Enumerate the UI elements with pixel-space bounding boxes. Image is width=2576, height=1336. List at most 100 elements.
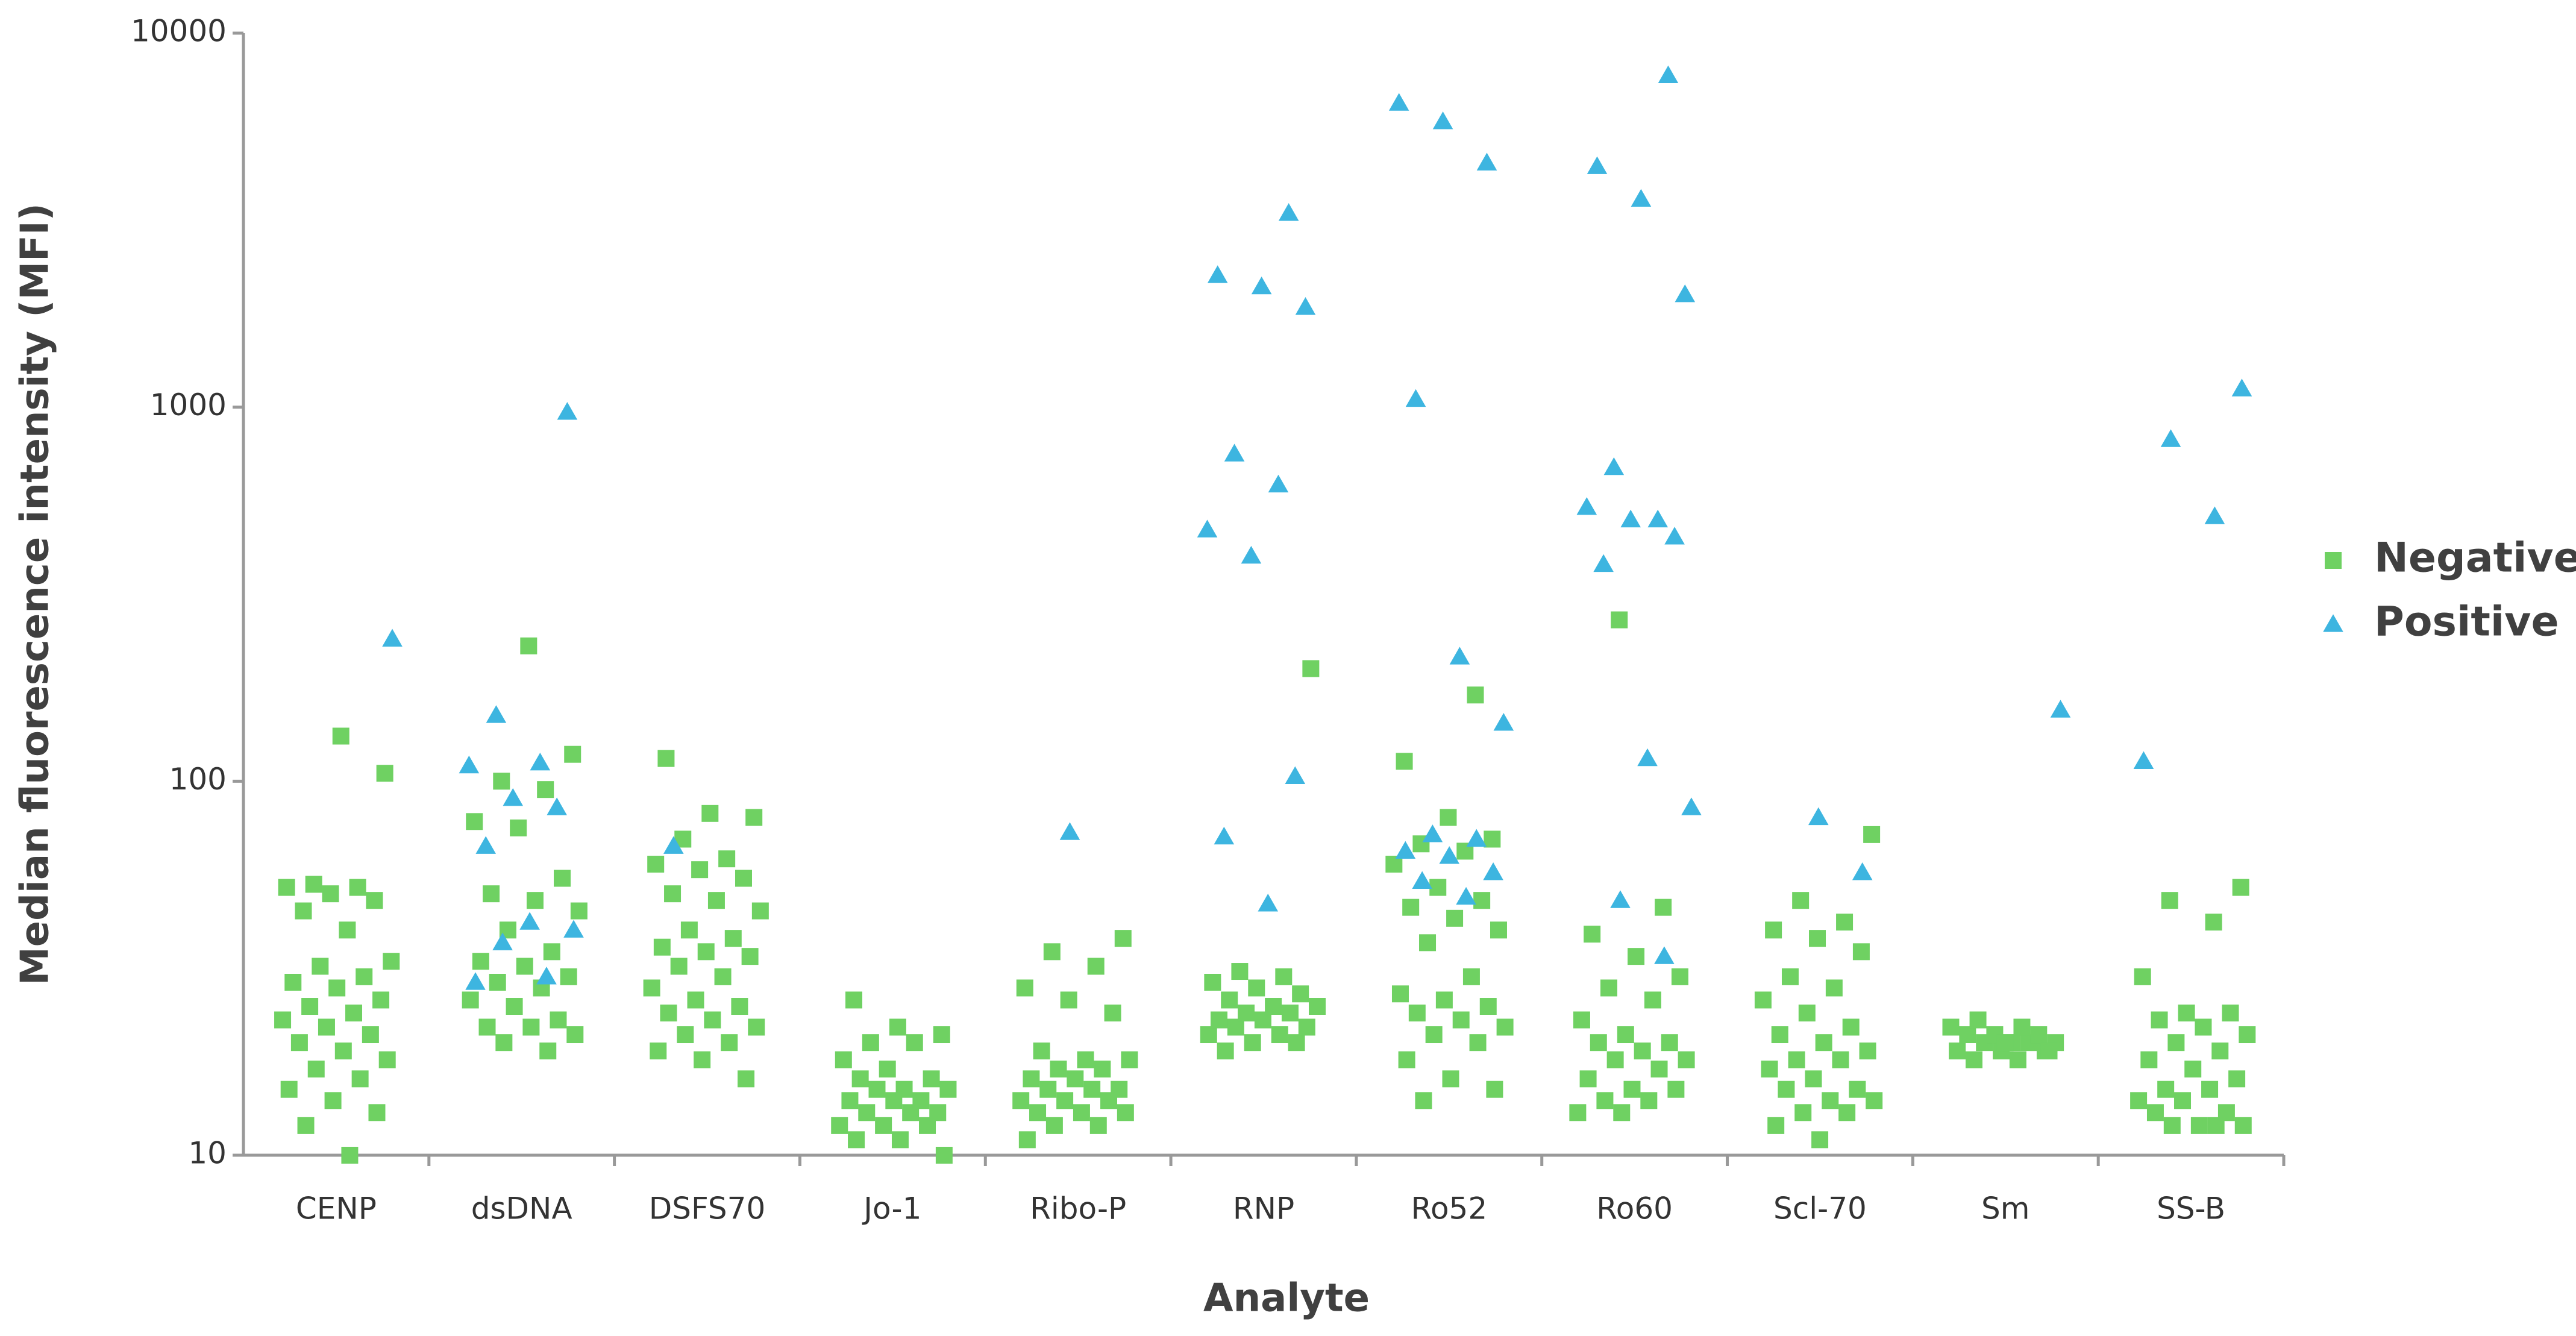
data-point	[923, 1070, 940, 1088]
data-point	[1476, 152, 1497, 171]
data-point	[1207, 265, 1228, 283]
data-point	[2174, 1092, 2192, 1109]
data-point	[738, 1070, 755, 1088]
data-point	[1067, 1070, 1084, 1088]
data-point	[478, 1018, 496, 1036]
data-point	[1439, 846, 1460, 864]
data-point	[382, 629, 403, 647]
data-point	[1590, 1034, 1607, 1052]
data-point	[1429, 879, 1447, 896]
data-point	[378, 1051, 396, 1068]
data-point	[550, 1011, 567, 1029]
data-point	[1640, 1092, 1658, 1109]
data-point	[318, 1018, 335, 1036]
data-point	[1842, 1018, 1860, 1036]
data-point	[1221, 991, 1238, 1009]
data-point	[1467, 686, 1484, 704]
data-point	[1809, 930, 1826, 947]
data-point	[1425, 1026, 1443, 1044]
data-point	[2133, 751, 2154, 769]
data-point	[290, 1034, 308, 1052]
data-point	[891, 1131, 909, 1149]
data-point	[1466, 829, 1487, 847]
data-point	[1012, 1092, 1030, 1109]
data-point	[1628, 948, 1645, 965]
data-point	[2205, 914, 2222, 931]
data-point	[868, 1080, 886, 1098]
data-point	[284, 974, 302, 991]
x-tick-label: dsDNA	[471, 1191, 572, 1226]
data-point	[560, 968, 577, 985]
data-point	[1117, 1104, 1134, 1121]
data-point	[660, 1005, 677, 1022]
data-point	[1023, 1070, 1040, 1088]
data-point	[1650, 1060, 1668, 1077]
data-point	[1493, 713, 1514, 731]
y-axis-title: Median fluorescence intensity (MFI)	[13, 203, 58, 985]
data-point	[1611, 611, 1628, 629]
data-point	[1838, 1104, 1856, 1121]
data-point	[1569, 1104, 1587, 1121]
data-point	[475, 836, 497, 854]
data-point	[1050, 1060, 1067, 1077]
data-point	[858, 1104, 876, 1121]
data-point	[1089, 1117, 1107, 1134]
data-point	[1251, 276, 1272, 295]
legend-label: Negative	[2374, 535, 2576, 582]
data-point	[2232, 879, 2249, 896]
data-point	[741, 948, 759, 965]
data-point	[657, 750, 675, 767]
data-point	[714, 968, 732, 985]
data-point	[718, 850, 736, 868]
data-point	[2234, 1117, 2252, 1134]
data-point	[1288, 1034, 1305, 1052]
data-point	[503, 788, 524, 806]
data-point	[1584, 926, 1601, 943]
data-point	[1606, 1051, 1624, 1068]
data-point	[1496, 1018, 1514, 1036]
data-point	[1396, 753, 1413, 770]
x-tick-label: Ro52	[1411, 1191, 1487, 1226]
data-point	[349, 879, 366, 896]
data-point	[328, 979, 346, 997]
data-point	[1238, 1005, 1255, 1022]
data-point	[2217, 1104, 2235, 1121]
data-point	[305, 876, 322, 893]
data-point	[522, 1018, 540, 1036]
data-point	[1593, 554, 1614, 572]
data-point	[1016, 979, 1033, 997]
data-point	[1600, 979, 1617, 997]
data-point	[1792, 892, 1810, 909]
data-point	[1073, 1104, 1090, 1121]
data-point	[1298, 1018, 1315, 1036]
data-point	[1446, 909, 1464, 927]
data-point	[1661, 1034, 1678, 1052]
data-point	[1822, 1092, 1839, 1109]
y-tick-label: 10000	[131, 14, 227, 49]
data-point	[735, 870, 752, 887]
data-point	[356, 968, 373, 985]
x-tick-label: Ro60	[1596, 1191, 1673, 1226]
data-point	[1043, 943, 1061, 961]
x-tick-label: Scl-70	[1773, 1191, 1867, 1226]
data-point	[1248, 979, 1265, 997]
data-point	[324, 1092, 342, 1109]
data-point	[566, 1026, 584, 1044]
y-tick-label: 1000	[150, 387, 227, 422]
data-point	[493, 773, 510, 790]
data-point	[1765, 921, 1782, 939]
data-point	[1271, 1026, 1288, 1044]
data-point	[1484, 830, 1501, 848]
data-point	[1440, 809, 1457, 826]
data-point	[1671, 968, 1688, 985]
data-point	[2151, 1011, 2168, 1029]
data-point	[1794, 1104, 1812, 1121]
data-point	[1811, 1131, 1829, 1149]
data-point	[1398, 1051, 1415, 1068]
data-point	[2030, 1026, 2048, 1044]
data-point	[663, 836, 684, 854]
data-point	[520, 637, 537, 654]
data-point	[1610, 890, 1631, 908]
data-point	[1211, 1011, 1228, 1029]
data-point	[462, 991, 479, 1009]
